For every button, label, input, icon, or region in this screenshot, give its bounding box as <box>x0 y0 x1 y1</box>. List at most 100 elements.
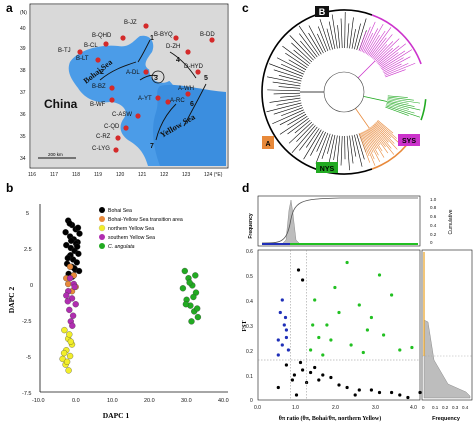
dapc-point <box>76 230 83 237</box>
dapc-point <box>194 313 202 321</box>
svg-text:39: 39 <box>20 46 26 52</box>
dapc-point <box>62 229 69 236</box>
tree-branch <box>291 42 313 63</box>
tree-branch <box>365 23 384 55</box>
fst-point <box>283 315 288 320</box>
tree-branch <box>267 89 301 92</box>
site-marker <box>143 23 149 29</box>
tree-branch <box>385 69 406 78</box>
svg-text:0: 0 <box>430 240 433 245</box>
tree-branch <box>276 57 305 73</box>
tree-branch <box>269 97 301 103</box>
dapc-point <box>65 280 72 288</box>
dapc-point <box>75 267 83 275</box>
tree-branch <box>381 49 413 69</box>
svg-text:B-WF: B-WF <box>90 102 106 108</box>
svg-text:C-QD: C-QD <box>104 124 120 130</box>
tree-root-ring <box>323 71 365 113</box>
current-arrows <box>99 39 207 141</box>
legend-swatch-transition <box>99 216 105 222</box>
fst-point <box>410 345 414 350</box>
tree-branch <box>276 100 301 106</box>
fst-point <box>365 328 369 332</box>
svg-text:0.3: 0.3 <box>452 405 459 410</box>
tree-branch <box>374 123 395 144</box>
tree-branch <box>291 125 316 153</box>
dapc-legend: Bohai Sea Bohai-Yellow Sea transition ar… <box>98 207 183 250</box>
dapc-point <box>73 259 80 266</box>
tree-branch <box>326 28 333 50</box>
tree-branch <box>340 135 343 166</box>
svg-text:0.8: 0.8 <box>430 205 437 210</box>
svg-text:40: 40 <box>20 26 26 32</box>
tree-branch <box>293 49 311 65</box>
svg-text:0.0: 0.0 <box>254 405 261 411</box>
fst-point <box>357 388 361 392</box>
cumulative-ticks: 0 0.2 0.4 0.6 0.8 1.0 <box>430 197 437 245</box>
svg-text:0.4: 0.4 <box>462 405 469 410</box>
dapc-y-ticks: 5 2.5 0 -2.5 -5 -7.5 <box>22 211 33 397</box>
dapc-point <box>66 306 73 314</box>
site-marker <box>123 125 129 131</box>
svg-text:B-BYQ: B-BYQ <box>154 32 173 38</box>
tree-branch <box>382 56 411 72</box>
dapc-point <box>179 285 187 292</box>
tree-branch <box>357 60 376 79</box>
svg-text:40.0: 40.0 <box>218 398 229 404</box>
svg-text:A-DL: A-DL <box>126 70 140 76</box>
fst-point <box>357 303 361 307</box>
legend-label: southern Yellow Sea <box>108 235 155 241</box>
fst-point <box>345 260 349 265</box>
country-label: China <box>44 97 78 111</box>
fst-point <box>301 278 305 282</box>
dapc-point <box>66 352 74 360</box>
panel-b: b 5 2.5 0 -2.5 -5 -7.5 -10.0 0.0 10.0 20… <box>6 181 229 420</box>
svg-text:C-LYG: C-LYG <box>92 146 110 152</box>
tree-branch <box>367 34 380 55</box>
clade-arc <box>371 14 422 65</box>
site-labels: B-JZ B-QHD B-CL B-TJ B-LT B-BYQ B-DD D-Z… <box>58 20 215 152</box>
svg-text:-5: -5 <box>26 355 31 361</box>
tree-branch <box>381 57 404 71</box>
tree-branch <box>272 109 304 125</box>
tree-branch <box>296 123 314 142</box>
tree-branch <box>375 38 400 62</box>
fst-point <box>377 390 382 395</box>
top-hist-bars <box>262 199 418 245</box>
tree-branch <box>299 126 318 151</box>
tree-branch <box>367 128 383 152</box>
svg-text:2.5: 2.5 <box>24 247 32 253</box>
tree-branch <box>272 81 301 87</box>
tree-branch <box>376 47 393 63</box>
svg-text:NYS: NYS <box>320 166 335 173</box>
panel-d: d Frequency Cumulative 0 0.2 0.4 0.6 0.8… <box>242 181 473 422</box>
tree-branch <box>281 107 303 117</box>
fst-point <box>276 338 280 342</box>
tree-branch <box>380 50 406 68</box>
svg-text:-2.5: -2.5 <box>22 319 31 325</box>
dapc-axes <box>39 204 228 393</box>
tree-branch <box>300 40 316 59</box>
tree-branch <box>279 111 305 126</box>
svg-text:6: 6 <box>190 101 194 108</box>
tree-branch <box>360 132 376 166</box>
tree-branch <box>288 59 307 71</box>
svg-text:0.2: 0.2 <box>442 405 449 410</box>
tree-branch <box>327 134 333 154</box>
tree-branch <box>354 23 361 50</box>
site-marker <box>185 49 191 55</box>
svg-text:B-LT: B-LT <box>76 56 89 62</box>
tree-branch <box>387 99 409 104</box>
tree-branch <box>365 129 378 149</box>
fst-point <box>337 310 341 315</box>
fst-point <box>333 285 337 290</box>
tree-branch <box>385 106 409 116</box>
tree-branch <box>346 135 350 171</box>
dapc-point <box>182 301 190 308</box>
clade-label-A: A <box>262 136 274 149</box>
legend-label: C. angulata <box>108 244 135 250</box>
legend-swatch-bohai <box>99 207 105 213</box>
fst-point <box>284 363 288 367</box>
fst-point <box>313 365 317 370</box>
fst-point <box>309 370 313 375</box>
